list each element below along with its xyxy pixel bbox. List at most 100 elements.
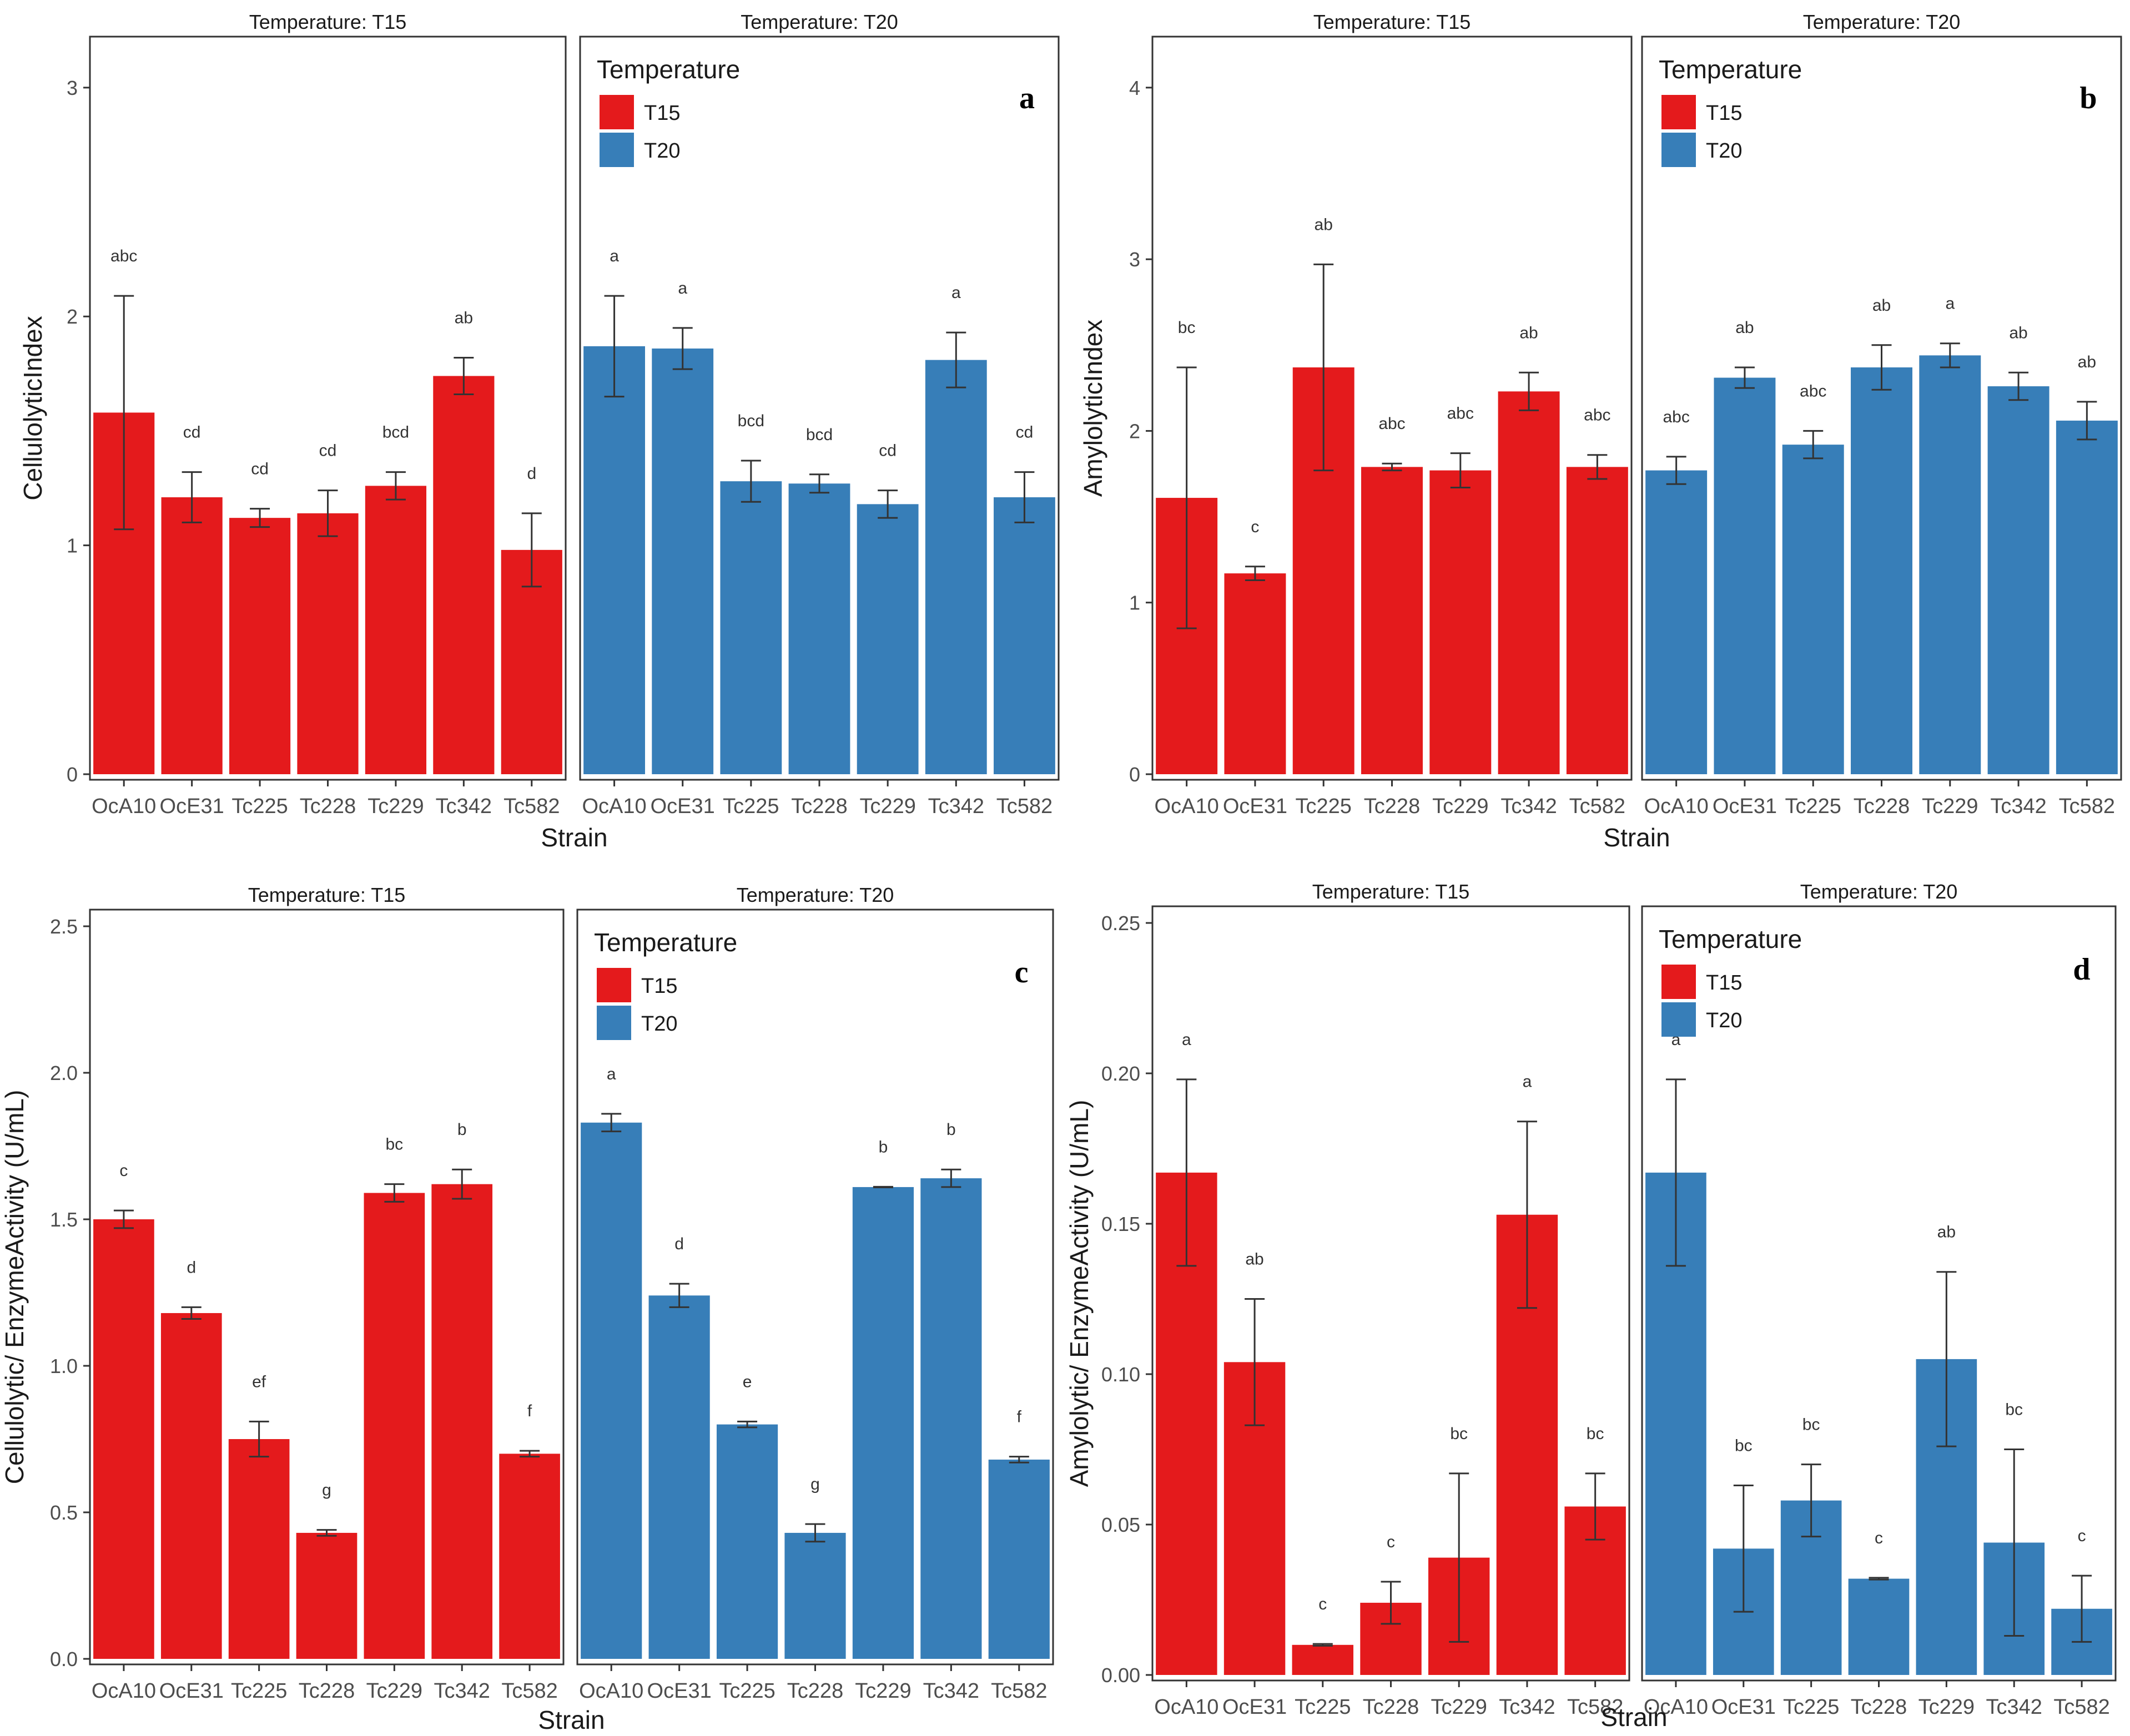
x-tick-label: Tc229 (366, 1679, 422, 1703)
x-tick-label: OcA10 (92, 1679, 156, 1703)
bar-tc582 (994, 497, 1055, 774)
significance-letter: abc (110, 247, 137, 265)
x-tick-label: OcE31 (159, 1679, 224, 1703)
panel-letter: b (2079, 81, 2097, 115)
bar-tc342 (1498, 391, 1560, 774)
significance-letter: a (610, 247, 619, 265)
x-tick-label: OcE31 (1222, 1695, 1287, 1719)
error-bar (1449, 1472, 1469, 1643)
error-bar (521, 512, 542, 588)
y-tick-label: 2.5 (50, 915, 78, 938)
significance-letter: abc (1378, 415, 1405, 433)
legend: Temperature T15 T20 (1659, 925, 1802, 1037)
x-tick-label: Tc225 (1783, 1695, 1839, 1719)
x-tick-label: Tc229 (859, 795, 915, 818)
facet-border (579, 36, 1060, 781)
error-bar (1733, 1485, 1754, 1613)
x-tick-label: Tc582 (1567, 1695, 1623, 1719)
significance-letter: bcd (382, 423, 409, 442)
facet-a-t15: Temperature: T15 abc OcA10 cd OcE31 cd Tc225 cd… (67, 11, 567, 818)
bar-oce31 (160, 1313, 222, 1659)
significance-letter: c (1387, 1533, 1395, 1551)
facet-d-t20: Temperature: T20aOcA10bcOcE31bcTc225cTc2… (1641, 880, 2117, 1719)
y-tick-label: 2 (67, 305, 78, 328)
significance-letter: a (1182, 1031, 1191, 1049)
significance-letter: cd (183, 423, 201, 442)
significance-letter: ab (1872, 296, 1891, 315)
x-tick-label: Tc228 (299, 1679, 355, 1703)
significance-letter: abc (1800, 382, 1826, 400)
x-tick-label: Tc228 (1363, 1695, 1419, 1719)
x-tick-label: Tc225 (231, 795, 288, 818)
error-bar (1734, 366, 1755, 389)
bar-tc229 (1429, 470, 1492, 774)
bar-tc228 (1851, 367, 1912, 774)
error-bar (1871, 344, 1892, 391)
bar-oce31 (652, 348, 714, 774)
bar-oce31 (1714, 377, 1776, 774)
error-bar (1014, 471, 1035, 523)
legend: Temperature T15 T20 (594, 928, 737, 1040)
x-tick-label: OcE31 (160, 795, 224, 818)
x-axis-title: Strain (1603, 823, 1670, 852)
facet-title: Temperature: T20 (1800, 880, 1957, 903)
x-tick-label: Tc229 (1922, 795, 1978, 818)
error-bar (1382, 462, 1402, 472)
error-bar (1517, 1121, 1537, 1309)
bar-tc228 (788, 483, 850, 774)
x-tick-label: OcE31 (647, 1679, 712, 1703)
significance-letter: ab (2078, 353, 2096, 371)
x-axis-title: Strain (541, 823, 607, 852)
x-axis-title: Strain (1600, 1703, 1667, 1732)
facet-title: Temperature: T15 (1312, 880, 1469, 903)
bar-tc225 (716, 1424, 778, 1659)
y-tick-label: 0.15 (1101, 1213, 1140, 1235)
panel-letter: a (1019, 81, 1035, 115)
chart-panel-a: Temperature: T15 abc OcA10 cd OcE31 cd Tc225 cd… (18, 11, 1060, 852)
y-tick-label: 0 (67, 763, 78, 786)
significance-letter: ab (1937, 1223, 1956, 1242)
bar-tc228 (1361, 467, 1423, 774)
error-bar (805, 1523, 825, 1543)
x-axis-title: Strain (538, 1705, 605, 1734)
x-tick-label: Tc228 (300, 795, 356, 818)
legend-label-t20: T20 (1706, 139, 1742, 163)
x-tick-label: Tc342 (923, 1679, 979, 1703)
y-tick-label: 0.10 (1101, 1363, 1140, 1386)
significance-letter: f (527, 1402, 532, 1420)
x-tick-label: Tc582 (501, 1679, 557, 1703)
error-bar (1803, 430, 1824, 460)
legend-swatch-t15 (600, 95, 634, 129)
x-tick-label: Tc229 (367, 795, 424, 818)
y-tick-label: 0.20 (1101, 1062, 1140, 1085)
significance-letter: ab (2009, 324, 2027, 342)
significance-letter: d (674, 1235, 684, 1253)
x-tick-label: OcA10 (1644, 795, 1709, 818)
error-bar (520, 1450, 540, 1458)
significance-letter: b (457, 1121, 467, 1139)
error-bar (878, 489, 898, 519)
x-tick-label: OcA10 (582, 795, 646, 818)
legend-label-t20: T20 (1706, 1009, 1742, 1032)
legend-label-t15: T15 (644, 102, 680, 125)
legend-label-t15: T15 (641, 975, 677, 998)
y-tick-label: 0.25 (1101, 912, 1140, 935)
significance-letter: ab (1735, 319, 1754, 337)
facet-c-t20: Temperature: T20 a OcA10 d OcE31 e Tc225 g Tc228… (576, 884, 1054, 1703)
error-bar (385, 471, 406, 501)
error-bar (737, 1420, 758, 1429)
error-bar (941, 1168, 961, 1188)
bar-tc229 (857, 504, 919, 774)
legend-swatch-t15 (1661, 965, 1696, 999)
significance-letter: a (1523, 1073, 1532, 1091)
error-bar (601, 1113, 622, 1133)
legend: Temperature T15 T20 (1659, 55, 1802, 167)
x-tick-label: OcE31 (1713, 795, 1777, 818)
x-tick-label: Tc342 (1499, 1695, 1555, 1719)
bar-tc225 (229, 518, 291, 774)
error-bar (318, 489, 338, 537)
y-tick-label: 1 (1129, 592, 1140, 614)
x-tick-label: OcA10 (1155, 795, 1219, 818)
legend-swatch-t20 (1661, 1002, 1696, 1037)
